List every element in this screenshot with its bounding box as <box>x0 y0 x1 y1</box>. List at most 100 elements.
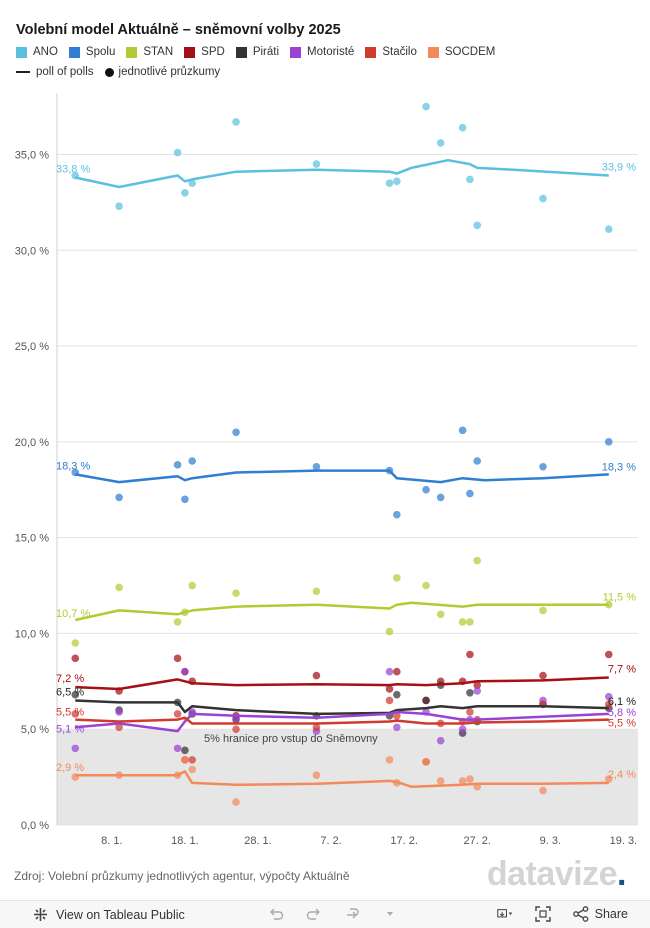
poll-point[interactable] <box>422 581 430 590</box>
legend-item-stan[interactable]: STAN <box>126 46 173 58</box>
poll-point[interactable] <box>173 461 182 469</box>
poll-of-polls-line[interactable] <box>75 770 609 788</box>
poll-of-polls-line[interactable] <box>75 469 609 484</box>
poll-point[interactable] <box>458 123 467 132</box>
revert-dropdown-icon[interactable] <box>382 906 398 922</box>
poll-point[interactable] <box>71 690 80 699</box>
poll-point[interactable] <box>188 581 197 590</box>
poll-point[interactable] <box>393 667 401 676</box>
poll-point[interactable] <box>312 160 321 168</box>
poll-point[interactable] <box>466 489 474 498</box>
poll-point[interactable] <box>539 671 547 680</box>
fullscreen-icon[interactable] <box>534 906 551 922</box>
poll-point[interactable] <box>312 723 321 732</box>
legend-item-spolu[interactable]: Spolu <box>68 46 115 58</box>
poll-of-polls-line[interactable] <box>75 699 609 716</box>
poll-point[interactable] <box>466 775 474 783</box>
poll-point[interactable] <box>436 493 445 502</box>
poll-point[interactable] <box>312 462 321 471</box>
poll-point[interactable] <box>458 426 467 435</box>
poll-point[interactable] <box>181 495 189 504</box>
poll-point[interactable] <box>466 175 474 184</box>
poll-point[interactable] <box>436 736 445 745</box>
legend-dot-item[interactable]: jednotlivé průzkumy <box>104 66 220 78</box>
poll-point[interactable] <box>436 139 445 147</box>
poll-point[interactable] <box>232 428 240 437</box>
poll-point[interactable] <box>181 667 189 676</box>
legend-item-spd[interactable]: SPD <box>184 46 225 58</box>
poll-point[interactable] <box>232 725 240 734</box>
poll-point[interactable] <box>181 756 189 764</box>
poll-of-polls-line[interactable] <box>75 716 609 725</box>
poll-point[interactable] <box>385 627 394 636</box>
poll-point[interactable] <box>173 710 182 718</box>
poll-point[interactable] <box>188 179 197 188</box>
poll-point[interactable] <box>604 650 613 659</box>
legend-line-item[interactable]: poll of polls <box>16 66 94 78</box>
poll-point[interactable] <box>173 654 182 663</box>
poll-point[interactable] <box>473 556 482 565</box>
revert-icon[interactable] <box>344 906 360 922</box>
poll-point[interactable] <box>312 587 321 596</box>
legend-item-stačilo[interactable]: Stačilo <box>365 46 417 58</box>
view-on-tableau-button[interactable]: View on Tableau Public <box>32 907 185 923</box>
poll-point[interactable] <box>115 493 123 502</box>
poll-point[interactable] <box>393 723 401 732</box>
poll-point[interactable] <box>312 671 321 680</box>
share-icon[interactable] <box>572 906 589 922</box>
poll-point[interactable] <box>385 685 394 693</box>
share-label[interactable]: Share <box>594 907 628 921</box>
poll-point[interactable] <box>232 798 240 806</box>
poll-point[interactable] <box>173 744 182 753</box>
poll-point[interactable] <box>232 118 240 126</box>
poll-point[interactable] <box>71 744 80 753</box>
poll-point[interactable] <box>604 692 613 701</box>
poll-of-polls-line[interactable] <box>75 158 609 189</box>
poll-point[interactable] <box>71 654 80 663</box>
poll-point[interactable] <box>188 457 197 465</box>
poll-point[interactable] <box>393 510 401 519</box>
legend-item-motoristé[interactable]: Motoristé <box>290 46 354 58</box>
poll-point[interactable] <box>422 102 430 111</box>
poll-point[interactable] <box>115 202 123 210</box>
poll-point[interactable] <box>466 689 474 697</box>
legend-item-ano[interactable]: ANO <box>16 46 58 58</box>
poll-point[interactable] <box>539 462 547 471</box>
poll-of-polls-line[interactable] <box>75 601 609 622</box>
poll-point[interactable] <box>466 708 474 716</box>
poll-point[interactable] <box>604 775 613 783</box>
poll-point[interactable] <box>539 194 547 203</box>
poll-of-polls-line[interactable] <box>75 710 609 733</box>
poll-point[interactable] <box>473 457 482 465</box>
poll-point[interactable] <box>115 723 123 732</box>
poll-point[interactable] <box>436 777 445 785</box>
poll-point[interactable] <box>385 179 394 188</box>
poll-point[interactable] <box>393 712 401 720</box>
poll-point[interactable] <box>436 610 445 619</box>
poll-of-polls-line[interactable] <box>75 676 609 691</box>
poll-point[interactable] <box>458 777 467 785</box>
download-icon[interactable] <box>496 906 513 922</box>
poll-point[interactable] <box>466 650 474 659</box>
poll-point[interactable] <box>181 188 189 197</box>
poll-point[interactable] <box>422 485 430 494</box>
poll-point[interactable] <box>312 771 321 779</box>
legend-item-socdem[interactable]: SOCDEM <box>427 46 495 58</box>
poll-point[interactable] <box>173 618 182 626</box>
poll-point[interactable] <box>393 177 401 186</box>
poll-point[interactable] <box>539 786 547 795</box>
poll-point[interactable] <box>71 710 80 718</box>
poll-point[interactable] <box>422 757 430 766</box>
undo-icon[interactable] <box>268 906 284 922</box>
poll-point[interactable] <box>539 606 547 615</box>
poll-point[interactable] <box>173 148 182 157</box>
poll-point[interactable] <box>393 574 401 582</box>
poll-point[interactable] <box>385 756 394 764</box>
poll-point[interactable] <box>473 221 482 230</box>
poll-point[interactable] <box>71 639 80 647</box>
poll-point[interactable] <box>473 687 482 695</box>
poll-point[interactable] <box>115 708 123 716</box>
poll-point[interactable] <box>181 746 189 755</box>
poll-point[interactable] <box>115 583 123 592</box>
poll-point[interactable] <box>188 756 197 764</box>
